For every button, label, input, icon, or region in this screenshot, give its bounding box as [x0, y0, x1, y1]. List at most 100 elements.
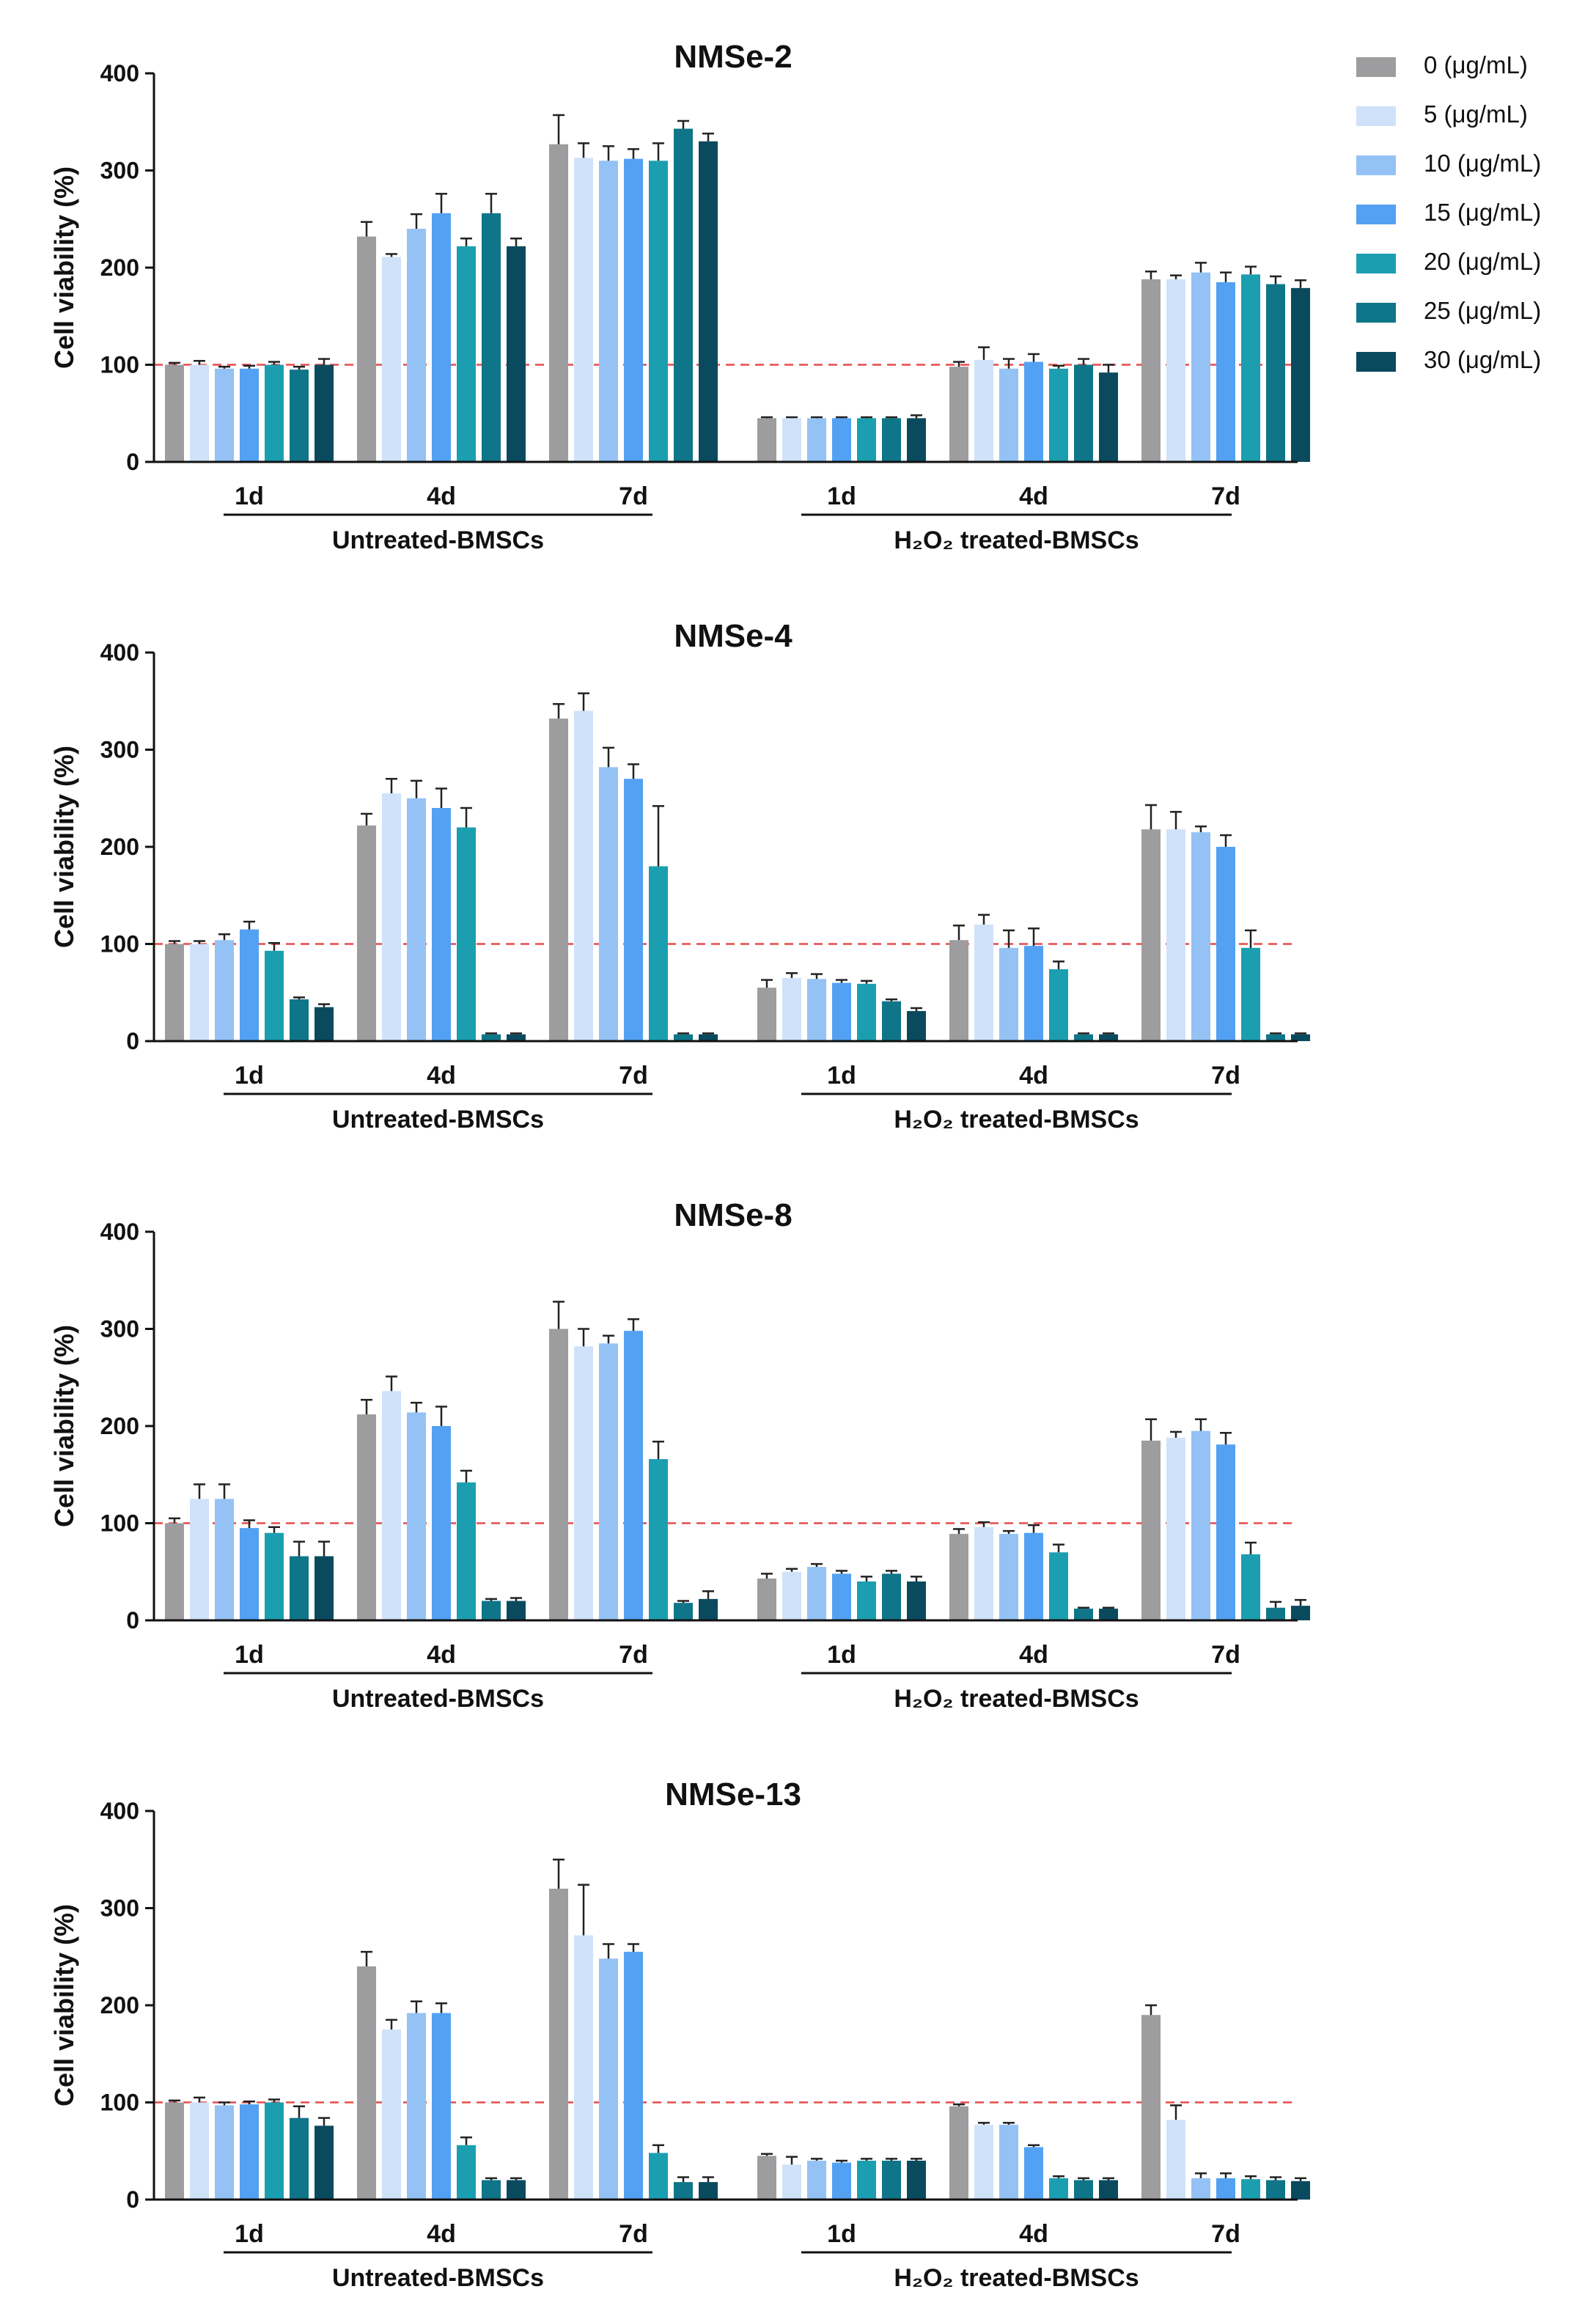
legend-label-4: 20 (μg/mL) — [1424, 248, 1542, 275]
chart-1-bar-4-s3 — [832, 418, 851, 462]
chart-1-x-tick-label-2: 4d — [427, 482, 456, 510]
chart-2-bar-1-s2 — [215, 940, 234, 1041]
chart-4-bar-5-s4 — [1049, 2178, 1068, 2200]
chart-1-bar-6-s0 — [1141, 279, 1161, 462]
chart-2-bar-4-s1 — [782, 977, 801, 1041]
chart-2-x-tick-label-2: 4d — [427, 1062, 456, 1090]
chart-3-bar-1-s2 — [215, 1499, 234, 1620]
chart-1-x-tick-label-6: 7d — [1211, 482, 1240, 510]
chart-4-bar-5-s6 — [1099, 2180, 1118, 2200]
chart-3-bar-4-s1 — [782, 1571, 801, 1620]
chart-3-bar-1-s5 — [290, 1556, 309, 1620]
chart-4-bar-4-s0 — [757, 2156, 776, 2200]
chart-4-group-label-1: Untreated-BMSCs — [332, 2264, 544, 2292]
chart-3-x-tick-label-4: 1d — [827, 1641, 856, 1669]
chart-3-bar-2-s6 — [507, 1601, 526, 1620]
chart-4-bar-2-s5 — [482, 2180, 501, 2200]
chart-3-x-tick-label-1: 1d — [235, 1641, 264, 1669]
chart-4-bar-5-s2 — [999, 2124, 1018, 2200]
chart-4-bar-5-s3 — [1024, 2147, 1043, 2200]
chart-1-bar-2-s3 — [432, 213, 451, 462]
chart-2-bar-2-s6 — [507, 1034, 526, 1041]
chart-2-bar-6-s5 — [1266, 1034, 1285, 1041]
chart-3-bar-6-s0 — [1141, 1440, 1161, 1620]
chart-1-y-tick-label-100: 100 — [100, 352, 139, 378]
chart-3-bar-3-s1 — [574, 1346, 593, 1620]
chart-4-group-label-2: H₂O₂ treated-BMSCs — [894, 2264, 1139, 2292]
chart-4-bar-6-s4 — [1241, 2179, 1260, 2200]
chart-2-x-tick-label-1: 1d — [235, 1062, 264, 1090]
chart-4-bar-6-s3 — [1216, 2178, 1235, 2200]
chart-3-bar-3-s2 — [599, 1343, 618, 1620]
chart-4-bar-3-s4 — [649, 2153, 668, 2200]
chart-1-group-label-1: Untreated-BMSCs — [332, 526, 544, 554]
chart-1-bar-3-s5 — [674, 128, 693, 462]
chart-4-bar-5-s5 — [1074, 2180, 1093, 2200]
chart-4-x-tick-label-6: 7d — [1211, 2220, 1240, 2248]
chart-2-bar-5-s2 — [999, 947, 1018, 1041]
chart-2-bar-5-s3 — [1024, 946, 1043, 1041]
chart-3-x-tick-label-2: 4d — [427, 1641, 456, 1669]
chart-2-y-tick-label-300: 300 — [100, 737, 139, 763]
chart-3-bar-5-s4 — [1049, 1552, 1068, 1620]
legend-item-6: 30 (μg/mL) — [1356, 346, 1576, 395]
chart-4-bar-2-s2 — [407, 2013, 426, 2200]
chart-4-bar-6-s1 — [1166, 2120, 1185, 2200]
chart-4-x-tick-label-3: 7d — [619, 2220, 648, 2248]
chart-1-y-tick-label-300: 300 — [100, 158, 139, 184]
chart-1-x-tick-label-1: 1d — [235, 482, 264, 510]
chart-1-y-tick-label-200: 200 — [100, 254, 139, 281]
chart-4-bar-6-s2 — [1191, 2178, 1210, 2200]
chart-2-y-tick-label-400: 400 — [100, 639, 139, 666]
chart-3-bar-1-s0 — [165, 1523, 184, 1620]
chart-4-bar-4-s1 — [782, 2164, 801, 2200]
chart-4-bar-2-s6 — [507, 2180, 526, 2200]
chart-3-bar-2-s5 — [482, 1601, 501, 1620]
chart-1-bar-3-s3 — [624, 158, 643, 462]
chart-4-bar-6-s0 — [1141, 2015, 1161, 2200]
chart-1-bar-1-s6 — [315, 364, 334, 462]
chart-2-bar-4-s3 — [832, 982, 851, 1041]
chart-1-x-tick-label-3: 7d — [619, 482, 648, 510]
chart-4-bar-6-s5 — [1266, 2180, 1285, 2200]
chart-2-bar-1-s1 — [190, 944, 209, 1041]
legend-swatch-0 — [1356, 57, 1396, 77]
chart-1-bar-1-s0 — [165, 364, 184, 462]
chart-4-x-tick-label-2: 4d — [427, 2220, 456, 2248]
chart-1-bar-5-s5 — [1074, 364, 1093, 462]
legend-item-2: 10 (μg/mL) — [1356, 150, 1576, 199]
chart-2-bar-4-s6 — [907, 1010, 926, 1041]
chart-1-bar-1-s3 — [240, 368, 259, 462]
chart-2-bar-6-s0 — [1141, 829, 1161, 1041]
chart-4-bar-5-s0 — [949, 2106, 968, 2200]
chart-3-y-tick-label-0: 0 — [126, 1607, 139, 1634]
chart-2-bar-4-s2 — [807, 979, 826, 1041]
chart-3-bar-1-s1 — [190, 1499, 209, 1620]
chart-2-bar-6-s3 — [1216, 847, 1235, 1041]
legend: 0 (μg/mL) 5 (μg/mL) 10 (μg/mL) 15 (μg/mL… — [1356, 51, 1576, 395]
chart-4-bar-1-s4 — [265, 2102, 284, 2200]
chart-1-bar-3-s2 — [599, 161, 618, 462]
chart-4-x-tick-label-5: 4d — [1019, 2220, 1048, 2248]
chart-3-bar-6-s4 — [1241, 1554, 1260, 1620]
legend-item-4: 20 (μg/mL) — [1356, 248, 1576, 297]
chart-1-bar-2-s6 — [507, 246, 526, 462]
chart-1-bar-5-s0 — [949, 367, 968, 462]
chart-2-bar-4-s0 — [757, 988, 776, 1041]
chart-3-bar-1-s6 — [315, 1556, 334, 1620]
chart-2-group-label-1: Untreated-BMSCs — [332, 1106, 544, 1134]
chart-2-title: NMSe-4 — [674, 618, 793, 654]
chart-2-bar-1-s6 — [315, 1007, 334, 1041]
chart-3-y-tick-label-200: 200 — [100, 1413, 139, 1439]
chart-3-bar-4-s0 — [757, 1579, 776, 1620]
chart-1-bar-2-s4 — [457, 246, 476, 462]
chart-1-bar-5-s3 — [1024, 361, 1043, 462]
chart-1-bar-5-s6 — [1099, 372, 1118, 462]
chart-1-bar-5-s4 — [1049, 368, 1068, 462]
chart-1-y-tick-label-400: 400 — [100, 60, 139, 87]
chart-2-x-tick-label-3: 7d — [619, 1062, 648, 1090]
chart-4-y-tick-label-300: 300 — [100, 1895, 139, 1922]
chart-1-bar-5-s2 — [999, 368, 1018, 462]
chart-1-bar-4-s2 — [807, 418, 826, 462]
chart-2-bar-6-s2 — [1191, 832, 1210, 1041]
